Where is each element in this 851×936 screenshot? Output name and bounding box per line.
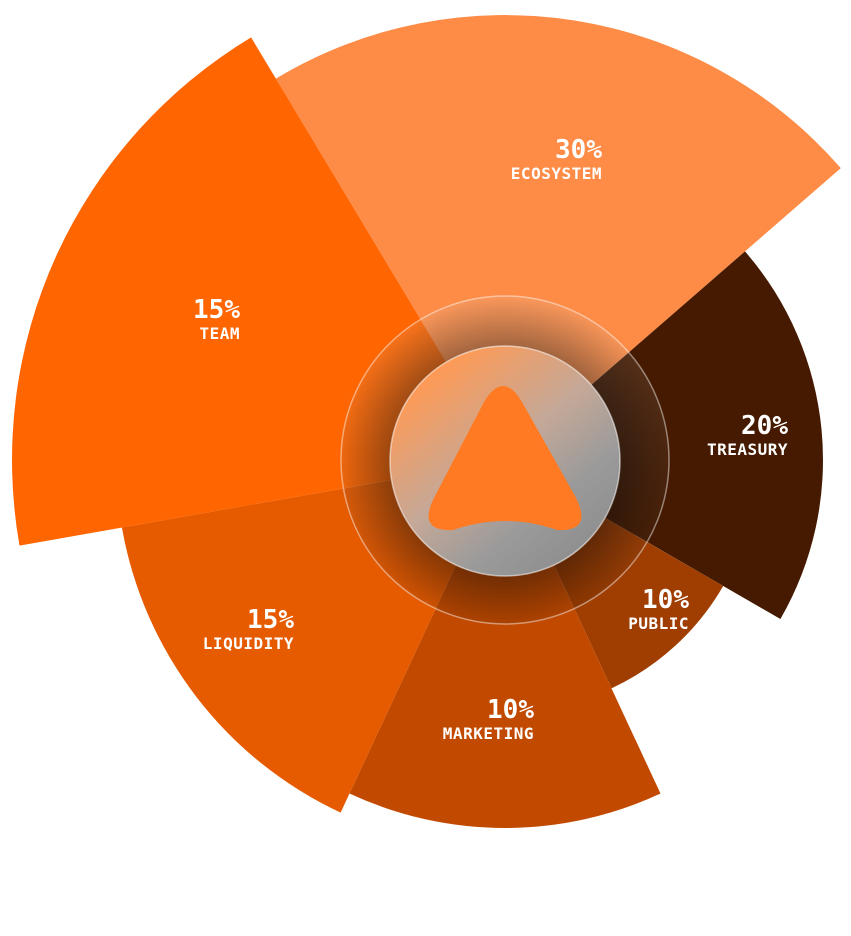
segment-ecosystem <box>275 15 841 460</box>
rounded-triangle-logo-icon <box>428 386 582 531</box>
segment-label-liquidity: LIQUIDITY <box>203 634 294 653</box>
segment-value-liquidity: 15% <box>247 605 294 635</box>
segment-value-ecosystem: 30% <box>555 135 602 165</box>
segment-marketing <box>349 460 661 828</box>
segment-label-treasury: TREASURY <box>707 440 788 459</box>
segment-label-ecosystem: ECOSYSTEM <box>511 164 602 183</box>
center-hub <box>330 285 680 635</box>
segment-value-public: 10% <box>642 585 689 615</box>
segment-label-marketing: MARKETING <box>443 724 534 743</box>
segment-value-treasury: 20% <box>741 411 788 441</box>
segment-label-public: PUBLIC <box>628 614 689 633</box>
segment-label-team: TEAM <box>199 324 240 343</box>
segment-value-team: 15% <box>193 295 240 325</box>
segment-value-marketing: 10% <box>487 695 534 725</box>
